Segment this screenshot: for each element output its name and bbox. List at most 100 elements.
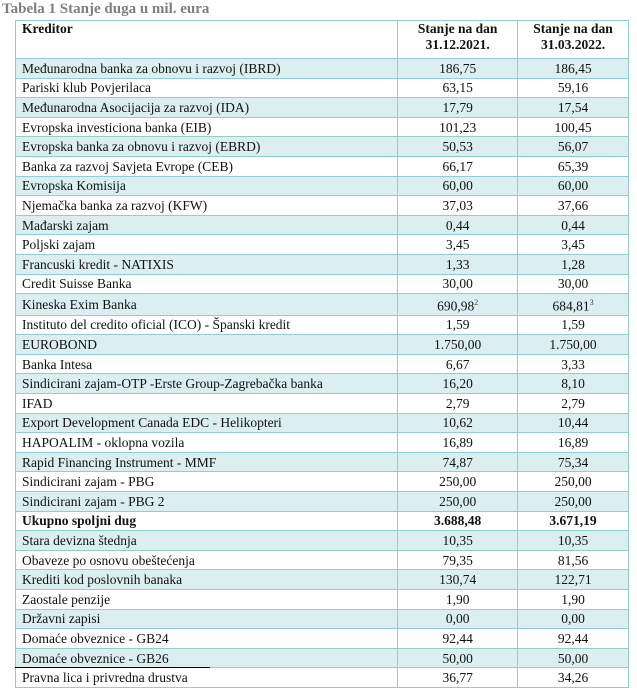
table-row: Sindicirani zajam - PBG 250,00 250,00 [14,471,629,492]
value-2021-cell-text: 6,67 [445,356,470,372]
value-2022-cell: 59,16 [517,77,629,99]
kreditor-cell-text: HAPOALIM - oklopna vozila [22,434,185,450]
value-2022-cell-text: 60,00 [557,178,589,194]
value-2021-cell: 66,17 [397,155,519,177]
kreditor-cell-text: Državni zapisi [22,611,101,627]
value-2022-cell: 3,33 [517,353,629,375]
value-2021-cell: 16,89 [397,432,519,453]
kreditor-cell: EUROBOND [14,334,399,355]
kreditor-cell-text: Obaveze po osnovu obeštećenja [22,552,195,568]
table-row: Državni zapisi 0,00 0,00 [14,608,629,630]
kreditor-cell-text: Ukupno spoljni dug [22,513,137,529]
value-2022-cell-text: 3,33 [561,356,585,372]
value-2022-cell: 250,00 [517,471,629,492]
kreditor-cell-text: Sindicirani zajam-OTP -Erste Group-Zagre… [22,376,323,392]
value-2022-cell-text: 3,45 [561,237,585,253]
kreditor-cell: Rapid Financing Instrument - MMF [14,451,399,473]
footnote-ref: 2 [474,298,479,308]
kreditor-cell-text: Pravna lica i privredna drustva [22,670,188,686]
table-row: Zaostale penzije 1,90 1,90 [14,588,629,610]
value-2021-cell-text: 0,44 [445,217,470,233]
value-2021-cell-text: 16,89 [442,434,473,450]
table-row: Evropska banka za obnovu i razvoj (EBRD)… [14,136,629,157]
header-row: Kreditor Stanje na dan 31.12.2021. Stanj… [14,20,629,59]
value-2021-cell: 250,00 [397,471,519,492]
value-2021-cell: 130,74 [397,569,519,590]
table-row: Sindicirani zajam-OTP -Erste Group-Zagre… [14,373,629,394]
value-2022-cell: 81,56 [517,549,629,571]
value-2021-cell: 6,67 [397,353,519,375]
table-caption: Tabela 1 Stanje duga u mil. eura [2,1,210,17]
kreditor-cell: Pariski klub Povjerilaca [14,77,399,99]
table-row: Njemačka banka za razvoj (KFW) 37,03 37,66 [14,195,629,216]
kreditor-cell-text: IFAD [22,395,53,411]
kreditor-cell-text: Sindicirani zajam - PBG [22,474,155,490]
kreditor-cell-text: Banka Intesa [22,356,93,372]
header-2021: Stanje na dan 31.12.2021. [397,20,519,59]
value-2022-cell-text: 59,16 [557,80,589,96]
value-2021-cell-text: 92,44 [442,630,473,646]
kreditor-cell: Državni zapisi [14,608,399,630]
kreditor-cell-text: Banka za razvoj Savjeta Evrope (CEB) [22,158,234,174]
value-2022-cell: 8,10 [517,373,629,394]
kreditor-cell: Credit Suisse Banka [14,273,399,295]
value-2021-cell-text: 3,45 [445,237,470,253]
value-2022-cell-text: 16,89 [557,434,589,450]
value-2022-cell-text: 17,54 [557,99,589,115]
table-row: Evropska Komisija 60,00 60,00 [14,175,629,197]
table-row: Međunarodna banka za obnovu i razvoj (IB… [14,58,629,79]
value-2021-cell: 63,15 [397,77,519,99]
value-2021-cell-text: 60,00 [442,178,473,194]
value-2021-cell-text: 3.688,48 [434,513,482,529]
value-2022-cell: 122,71 [517,569,629,590]
value-2021-cell: 250,00 [397,490,519,512]
value-2021-cell: 10,35 [397,530,519,551]
value-2022-cell: 30,00 [517,273,629,295]
value-2021-cell-text: 30,00 [442,276,473,292]
value-2022-cell-text: 250,00 [554,474,592,490]
value-2021-cell: 101,23 [397,116,519,138]
value-2022-cell: 10,35 [517,530,629,551]
value-2022-cell-text: 56,07 [557,139,589,155]
kreditor-cell: Mađarski zajam [14,214,399,236]
value-2021-cell: 17,79 [397,97,519,118]
value-2021-cell: 0,44 [397,214,519,236]
value-2021-cell: 37,03 [397,195,519,216]
table-row: Francuski kredit - NATIXIS 1,33 1,28 [14,253,629,275]
value-2022-cell: 3,45 [517,234,629,255]
value-2022-cell-text: 250,00 [554,493,592,509]
value-2022-cell: 65,39 [517,155,629,177]
kreditor-cell-text: Instituto del credito oficial (ICO) - Šp… [22,317,291,333]
value-2021-cell-text: 1.750,00 [434,337,482,353]
footnote-separator [15,667,210,668]
debt-table: Kreditor Stanje na dan 31.12.2021. Stanj… [14,20,629,688]
kreditor-cell: Kineska Exim Banka [14,293,399,316]
value-2021-cell: 60,00 [397,175,519,197]
kreditor-cell-text: Credit Suisse Banka [22,276,132,292]
value-2022-cell: 17,54 [517,97,629,118]
kreditor-cell: Banka Intesa [14,353,399,375]
kreditor-cell: Međunarodna banka za obnovu i razvoj (IB… [14,58,399,79]
value-2021-cell-text: 36,77 [442,670,473,686]
kreditor-cell-text: Sindicirani zajam - PBG 2 [22,493,165,509]
value-2022-cell-text: 92,44 [557,630,589,646]
value-2021-cell: 0,00 [397,608,519,630]
table-row: Mađarski zajam 0,44 0,44 [14,214,629,236]
value-2022-cell-text: 65,39 [557,158,589,174]
value-2021-cell-text: 10,62 [442,415,473,431]
value-2022-cell-text: 1,28 [561,256,585,272]
value-2021-cell-text: 1,33 [445,256,470,272]
kreditor-cell-text: Međunarodna Asocijacija za razvoj (IDA) [22,99,250,115]
value-2021-cell: 1.750,00 [397,334,519,355]
table-row: HAPOALIM - oklopna vozila 16,89 16,89 [14,432,629,453]
value-2022-cell: 1,28 [517,253,629,275]
value-2022-cell-text: 186,45 [554,60,592,76]
value-2021-cell-text: 101,23 [439,119,477,135]
value-2021-cell-text: 79,35 [442,552,473,568]
kreditor-cell: Sindicirani zajam - PBG 2 [14,490,399,512]
value-2021-cell: 3.688,48 [397,510,519,532]
value-2022-cell-text: 0,00 [561,611,585,627]
table-row: Poljski zajam 3,45 3,45 [14,234,629,255]
value-2022-cell-text: 2,79 [561,395,585,411]
kreditor-cell-text: Evropska Komisija [22,178,126,194]
